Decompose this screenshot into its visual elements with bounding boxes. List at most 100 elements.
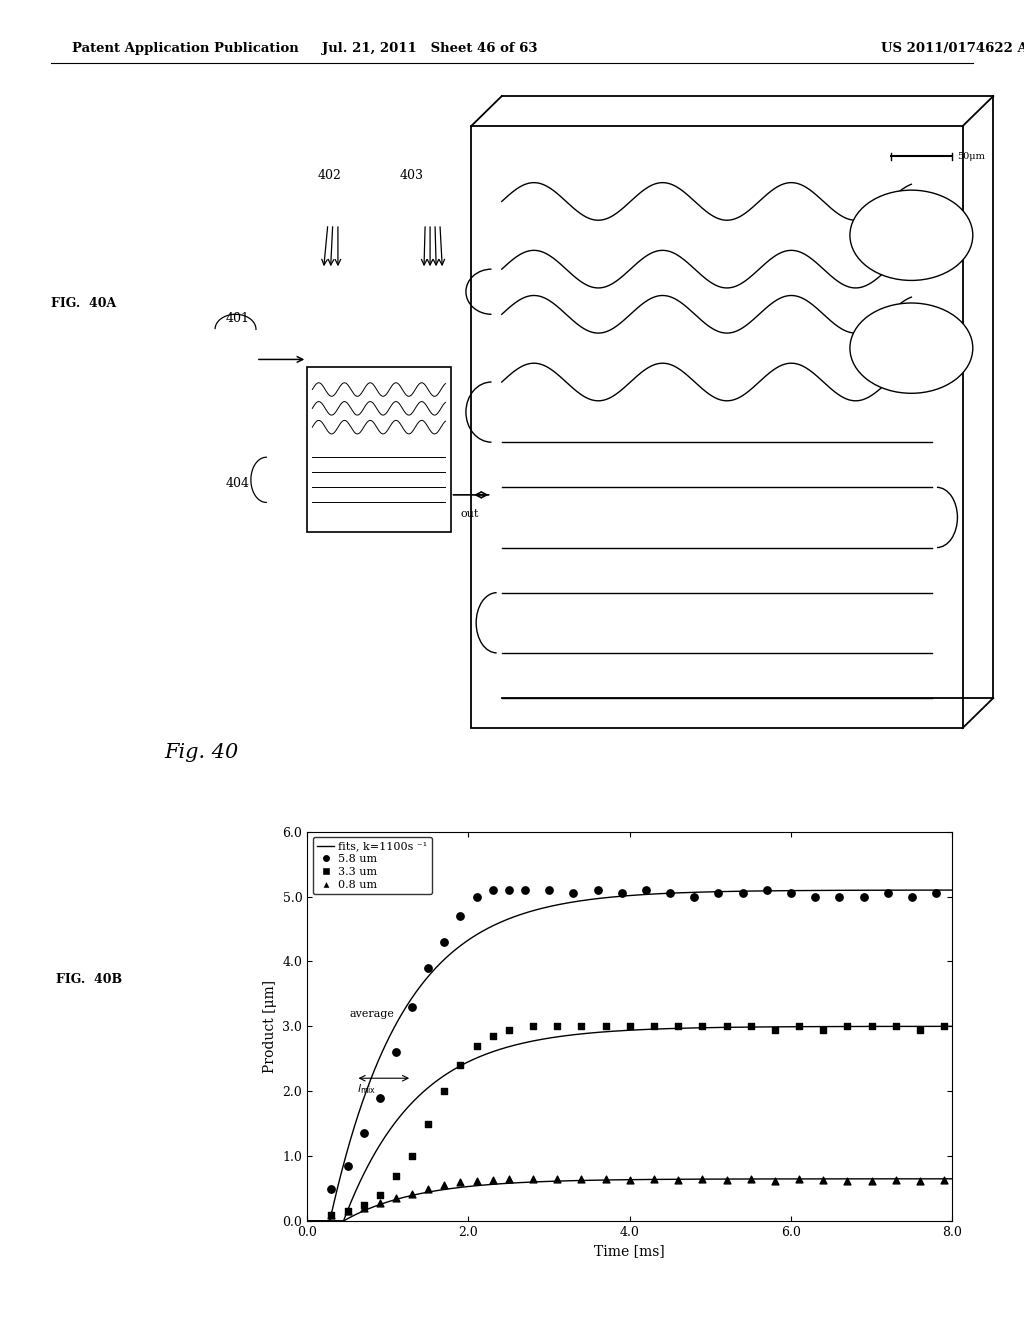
- Point: [622, 1016, 638, 1038]
- Point: [589, 879, 605, 900]
- Point: [468, 886, 484, 907]
- Text: 50μm: 50μm: [957, 152, 985, 161]
- Point: [742, 1016, 759, 1038]
- Point: [565, 883, 582, 904]
- Point: [904, 886, 921, 907]
- Point: [501, 1019, 517, 1040]
- Point: [436, 932, 453, 953]
- Circle shape: [850, 304, 973, 393]
- Text: FIG.  40A: FIG. 40A: [51, 297, 117, 310]
- Text: Jul. 21, 2011   Sheet 46 of 63: Jul. 21, 2011 Sheet 46 of 63: [323, 42, 538, 55]
- Point: [936, 1170, 952, 1191]
- Point: [670, 1016, 686, 1038]
- Point: [388, 1188, 404, 1209]
- Point: [718, 1170, 734, 1191]
- Point: [436, 1175, 453, 1196]
- Point: [436, 1081, 453, 1102]
- Point: [524, 1016, 541, 1038]
- Point: [484, 1170, 501, 1191]
- Point: [388, 1166, 404, 1187]
- Point: [339, 1155, 355, 1176]
- Point: [339, 1201, 355, 1222]
- Point: [524, 1168, 541, 1189]
- Bar: [307, 367, 451, 532]
- Point: [694, 1016, 711, 1038]
- Point: [597, 1168, 613, 1189]
- Point: [355, 1195, 372, 1216]
- Text: FIG.  40B: FIG. 40B: [56, 973, 123, 986]
- Point: [453, 906, 469, 927]
- Point: [403, 1146, 420, 1167]
- Bar: [471, 127, 963, 729]
- Point: [403, 997, 420, 1018]
- Point: [791, 1168, 807, 1189]
- Point: [501, 1168, 517, 1189]
- Text: US 2011/0174622 A1: US 2011/0174622 A1: [881, 42, 1024, 55]
- Point: [815, 1170, 831, 1191]
- Point: [911, 1171, 928, 1192]
- Point: [646, 1168, 663, 1189]
- Point: [888, 1170, 904, 1191]
- Point: [863, 1016, 880, 1038]
- Point: [888, 1016, 904, 1038]
- Point: [355, 1123, 372, 1144]
- Point: [694, 1168, 711, 1189]
- Point: [420, 1177, 436, 1199]
- Text: Patent Application Publication: Patent Application Publication: [72, 42, 298, 55]
- Point: [791, 1016, 807, 1038]
- Point: [928, 883, 944, 904]
- Point: [597, 1016, 613, 1038]
- Point: [670, 1170, 686, 1191]
- Circle shape: [850, 190, 973, 280]
- Point: [468, 1035, 484, 1056]
- Point: [840, 1016, 856, 1038]
- Point: [807, 886, 823, 907]
- Point: [880, 883, 896, 904]
- Text: 401: 401: [225, 312, 249, 325]
- Point: [638, 879, 654, 900]
- Point: [863, 1171, 880, 1192]
- Point: [767, 1019, 783, 1040]
- Point: [324, 1177, 340, 1199]
- Text: 403: 403: [399, 169, 423, 182]
- Point: [372, 1088, 388, 1109]
- Point: [662, 883, 678, 904]
- Point: [646, 1016, 663, 1038]
- Text: 404: 404: [225, 478, 249, 490]
- Point: [815, 1019, 831, 1040]
- Point: [911, 1019, 928, 1040]
- Point: [742, 1168, 759, 1189]
- Point: [759, 879, 775, 900]
- Point: [711, 883, 727, 904]
- Text: 402: 402: [317, 169, 341, 182]
- Point: [372, 1184, 388, 1205]
- Point: [420, 1113, 436, 1134]
- Point: [855, 886, 871, 907]
- Point: [549, 1168, 565, 1189]
- Point: [734, 883, 751, 904]
- Legend: fits, k=1100s ⁻¹, 5.8 um, 3.3 um, 0.8 um: fits, k=1100s ⁻¹, 5.8 um, 3.3 um, 0.8 um: [312, 837, 432, 895]
- Text: average: average: [349, 1008, 394, 1019]
- Y-axis label: Product [μm]: Product [μm]: [263, 979, 276, 1073]
- Point: [840, 1171, 856, 1192]
- Point: [484, 1026, 501, 1047]
- Point: [541, 879, 557, 900]
- Point: [324, 1204, 340, 1225]
- Text: $\mathit{l}_{\rm mix}$: $\mathit{l}_{\rm mix}$: [357, 1082, 377, 1097]
- Point: [718, 1016, 734, 1038]
- Point: [372, 1192, 388, 1213]
- Point: [484, 879, 501, 900]
- Point: [403, 1183, 420, 1204]
- Point: [501, 879, 517, 900]
- Point: [339, 1201, 355, 1222]
- Text: out: out: [461, 510, 479, 520]
- Point: [355, 1197, 372, 1218]
- Point: [453, 1172, 469, 1193]
- Point: [573, 1016, 590, 1038]
- Point: [782, 883, 799, 904]
- Point: [420, 957, 436, 978]
- Text: Fig. 40: Fig. 40: [164, 743, 239, 762]
- X-axis label: Time [ms]: Time [ms]: [594, 1245, 666, 1258]
- Point: [549, 1016, 565, 1038]
- Point: [573, 1168, 590, 1189]
